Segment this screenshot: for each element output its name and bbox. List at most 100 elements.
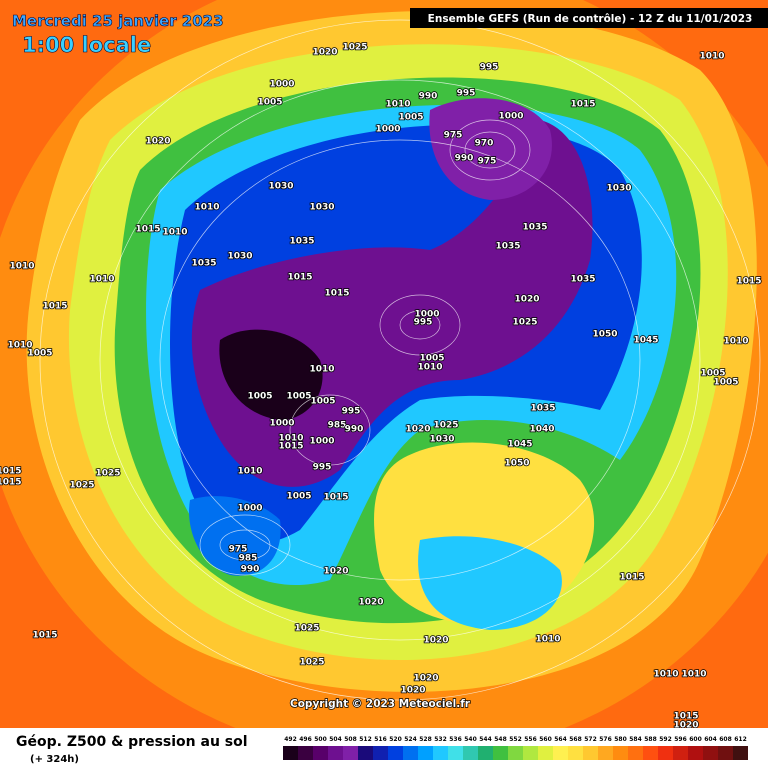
pressure-label: 1030 — [606, 184, 631, 194]
colorbar-label: 528 — [419, 736, 432, 743]
colorbar-swatch — [598, 746, 613, 760]
pressure-label: 1015 — [619, 573, 644, 583]
pressure-label: 975 — [444, 131, 463, 141]
pressure-label: 1015 — [324, 289, 349, 299]
pressure-label: 995 — [414, 318, 433, 328]
pressure-label: 1025 — [95, 469, 120, 479]
colorbar-label: 572 — [584, 736, 597, 743]
colorbar-swatch — [508, 746, 523, 760]
colorbar-swatch — [718, 746, 733, 760]
pressure-label: 1015 — [135, 225, 160, 235]
pressure-label: 1025 — [69, 481, 94, 491]
colorbar-label: 612 — [734, 736, 747, 743]
pressure-label: 1010 — [237, 467, 262, 477]
colorbar-label: 600 — [689, 736, 702, 743]
pressure-label: 1005 — [398, 113, 423, 123]
pressure-label: 1045 — [633, 336, 658, 346]
pressure-label: 970 — [475, 139, 494, 149]
pressure-label: 990 — [345, 425, 364, 435]
pressure-label: 1020 — [312, 48, 337, 58]
pressure-label: 1005 — [247, 392, 272, 402]
pressure-label: 1005 — [700, 369, 725, 379]
pressure-label: 995 — [457, 89, 476, 99]
pressure-label: 1025 — [299, 658, 324, 668]
pressure-label: 1020 — [400, 686, 425, 696]
pressure-label: 1020 — [514, 295, 539, 305]
pressure-label: 995 — [480, 63, 499, 73]
pressure-label: 1005 — [286, 392, 311, 402]
pressure-label: 1025 — [433, 421, 458, 431]
run-box — [410, 8, 768, 28]
pressure-label: 1010 — [681, 670, 706, 680]
pressure-label: 1045 — [507, 440, 532, 450]
colorbar-label: 516 — [374, 736, 387, 743]
colorbar-swatch — [568, 746, 583, 760]
colorbar-label: 544 — [479, 736, 492, 743]
colorbar-swatch — [553, 746, 568, 760]
pressure-label: 1015 — [323, 493, 348, 503]
colorbar-swatch — [433, 746, 448, 760]
pressure-label: 1035 — [530, 404, 555, 414]
pressure-label: 1035 — [522, 223, 547, 233]
pressure-label: 1010 — [278, 434, 303, 444]
pressure-label: 1010 — [9, 262, 34, 272]
pressure-label: 1020 — [673, 721, 698, 731]
pressure-label: 1010 — [162, 228, 187, 238]
pressure-label: 1050 — [504, 459, 529, 469]
pressure-label: 1015 — [0, 467, 22, 477]
pressure-label: 1025 — [342, 43, 367, 53]
pressure-label: 985 — [328, 421, 347, 431]
colorbar-swatch — [658, 746, 673, 760]
pressure-label: 1020 — [405, 425, 430, 435]
colorbar-swatch — [703, 746, 718, 760]
colorbar-swatch — [373, 746, 388, 760]
colorbar-swatch — [673, 746, 688, 760]
colorbar-swatch — [733, 746, 748, 760]
colorbar-swatch — [538, 746, 553, 760]
colorbar-swatch — [403, 746, 418, 760]
colorbar-swatch — [628, 746, 643, 760]
pressure-label: 985 — [239, 554, 258, 564]
colorbar-swatch — [583, 746, 598, 760]
colorbar-label: 532 — [434, 736, 447, 743]
colorbar-label: 604 — [704, 736, 717, 743]
colorbar-swatch — [358, 746, 373, 760]
colorbar: 492 496 500 504 508 512 516 520 524 528 532 536 540 5… — [283, 736, 748, 760]
pressure-label: 1010 — [89, 275, 114, 285]
pressure-label: 1030 — [309, 203, 334, 213]
pressure-label: 1010 — [385, 100, 410, 110]
colorbar-label: 504 — [329, 736, 342, 743]
pressure-label: 1015 — [287, 273, 312, 283]
pressure-label: 1025 — [294, 624, 319, 634]
colorbar-swatch — [478, 746, 493, 760]
pressure-label: 1000 — [269, 419, 294, 429]
pressure-label: 1025 — [512, 318, 537, 328]
pressure-label: 1005 — [310, 397, 335, 407]
pressure-label: 1000 — [269, 80, 294, 90]
pressure-label: 1000 — [309, 437, 334, 447]
pressure-label: 1015 — [32, 631, 57, 641]
colorbar-label: 580 — [614, 736, 627, 743]
pressure-label: 990 — [419, 92, 438, 102]
colorbar-label: 588 — [644, 736, 657, 743]
colorbar-label: 508 — [344, 736, 357, 743]
colorbar-label: 608 — [719, 736, 732, 743]
pressure-label: 1020 — [145, 137, 170, 147]
pressure-label: 1000 — [414, 310, 439, 320]
pressure-label: 1005 — [27, 349, 52, 359]
colorbar-label: 584 — [629, 736, 642, 743]
colorbar-swatch — [298, 746, 313, 760]
pressure-label: 1010 — [309, 365, 334, 375]
colorbar-swatch — [448, 746, 463, 760]
pressure-label: 1005 — [419, 354, 444, 364]
pressure-label: 990 — [455, 154, 474, 164]
pressure-label: 1015 — [278, 442, 303, 452]
colorbar-swatch — [643, 746, 658, 760]
pressure-label: 1000 — [375, 125, 400, 135]
pressure-label: 1010 — [653, 670, 678, 680]
pressure-label: 995 — [313, 463, 332, 473]
pressure-label: 1035 — [191, 259, 216, 269]
